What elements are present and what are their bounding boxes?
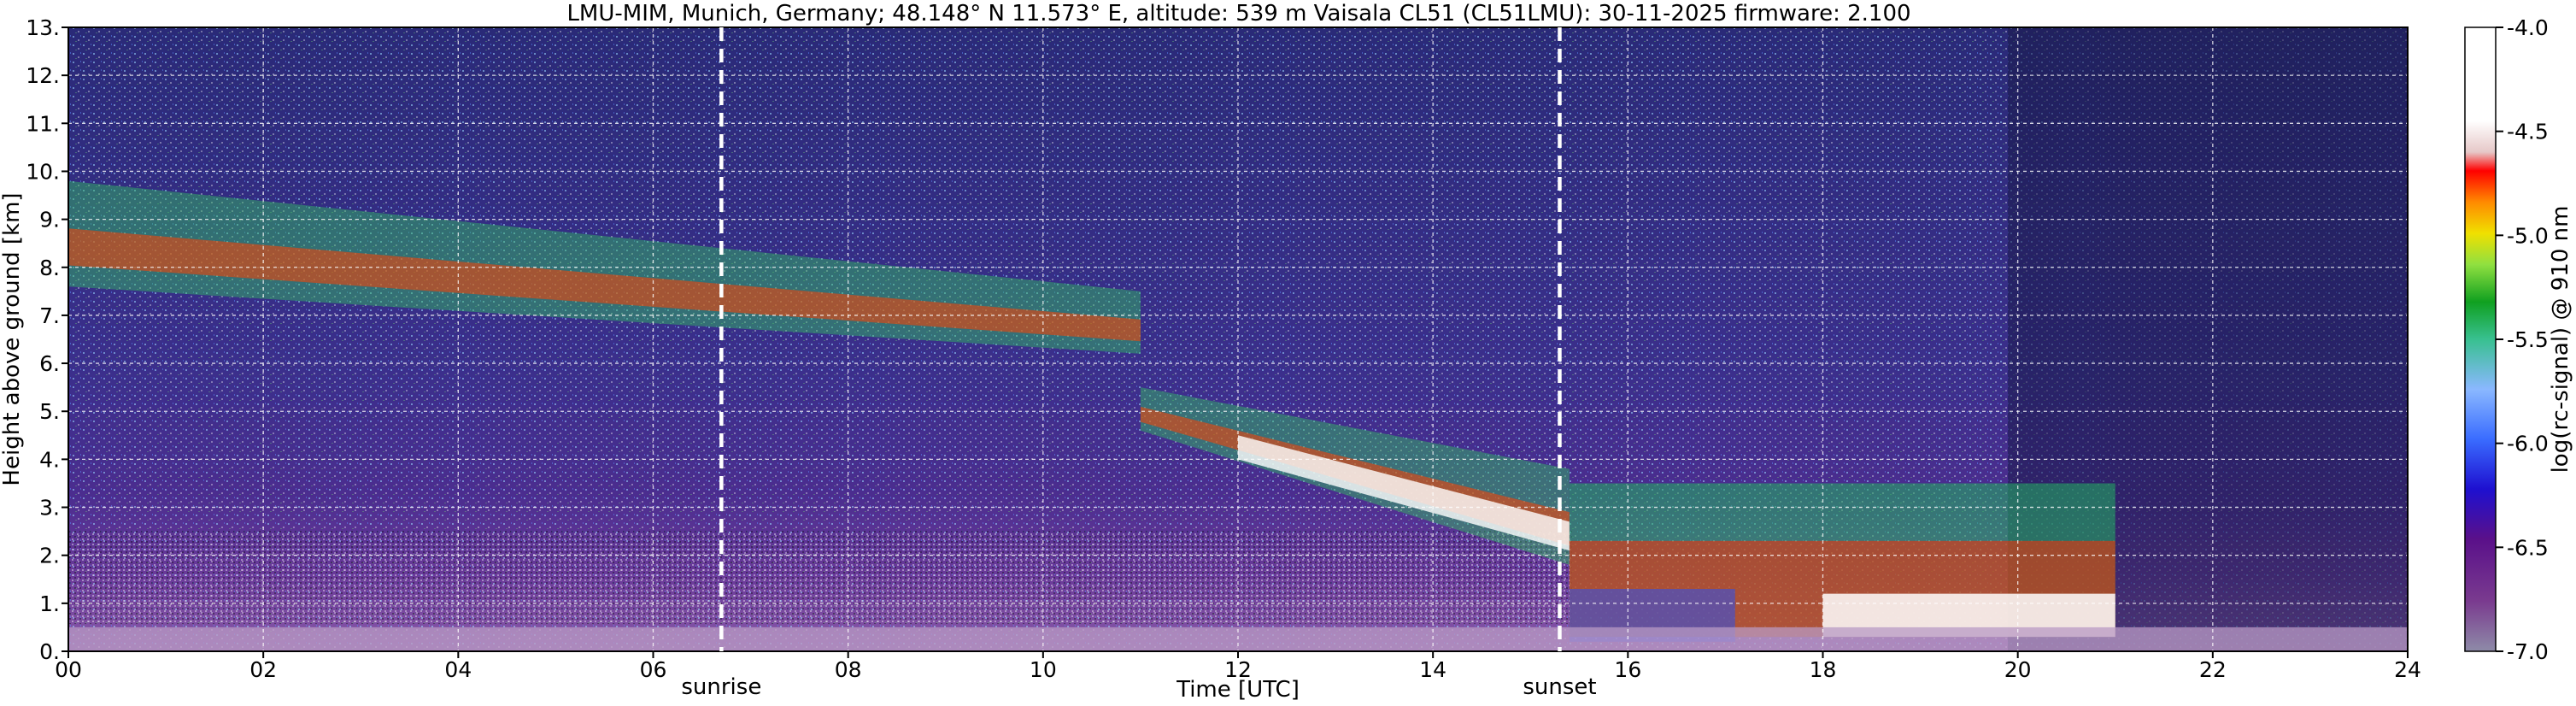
y-tick-label: 1. xyxy=(39,591,60,616)
colorbar-label: log(rc-signal) @ 910 nm xyxy=(2548,206,2573,474)
colorbar-gradient xyxy=(2464,26,2497,652)
x-tick-label: 06 xyxy=(640,657,667,682)
x-tick-label: 20 xyxy=(2004,657,2032,682)
x-tick-label: 00 xyxy=(55,657,82,682)
y-tick-label: 2. xyxy=(39,544,60,568)
y-tick-label: 9. xyxy=(39,208,60,232)
lower-noise-band xyxy=(68,530,1572,624)
sunrise-label: sunrise xyxy=(681,674,761,700)
colorbar-tick-label: -5.5 xyxy=(2507,327,2549,352)
sunset-label: sunset xyxy=(1523,674,1596,700)
y-axis-label: Height above ground [km] xyxy=(0,192,25,485)
colorbar-tick-label: -4.0 xyxy=(2507,15,2549,40)
y-tick-label: 12. xyxy=(26,63,60,88)
x-tick-label: 02 xyxy=(249,657,277,682)
x-tick-label: 08 xyxy=(835,657,862,682)
x-tick-label: 10 xyxy=(1030,657,1057,682)
y-tick-label: 4. xyxy=(39,447,60,472)
colorbar-tick-label: -4.5 xyxy=(2507,120,2549,144)
heatmap-area xyxy=(68,27,2408,651)
chart-title: LMU-MIM, Munich, Germany; 48.148° N 11.5… xyxy=(566,1,1910,26)
y-tick-label: 0. xyxy=(39,639,60,664)
colorbar: -7.0 -6.5 -6.0 -5.5 -5.0 -4.5 -4.0 log(rc-sign… xyxy=(2464,15,2573,664)
y-tick-label: 7. xyxy=(39,303,60,328)
y-tick-label: 6. xyxy=(39,351,60,376)
colorbar-tick-label: -6.0 xyxy=(2507,432,2549,456)
x-tick-label: 12 xyxy=(1224,657,1252,682)
y-tick-label: 11. xyxy=(26,111,60,136)
grid xyxy=(68,27,2408,651)
x-tick-label: 14 xyxy=(1419,657,1446,682)
y-tick-label: 3. xyxy=(39,496,60,521)
x-axis-label: Time [UTC] xyxy=(1176,677,1300,703)
y-tick-label: 5. xyxy=(39,399,60,424)
feature-descending-cloud xyxy=(1140,387,1570,565)
colorbar-tick-label: -6.5 xyxy=(2507,535,2549,560)
y-tick-label: 10. xyxy=(26,159,60,184)
x-tick-label: 24 xyxy=(2394,657,2421,682)
colorbar-tick-label: -7.0 xyxy=(2507,639,2549,664)
x-tick-label: 18 xyxy=(1810,657,1837,682)
colorbar-tick-label: -5.0 xyxy=(2507,223,2549,248)
x-tick-label: 16 xyxy=(1614,657,1641,682)
x-tick-label: 22 xyxy=(2199,657,2227,682)
y-tick-label: 8. xyxy=(39,256,60,280)
y-tick-label: 13. xyxy=(26,15,60,40)
x-tick-label: 04 xyxy=(444,657,472,682)
